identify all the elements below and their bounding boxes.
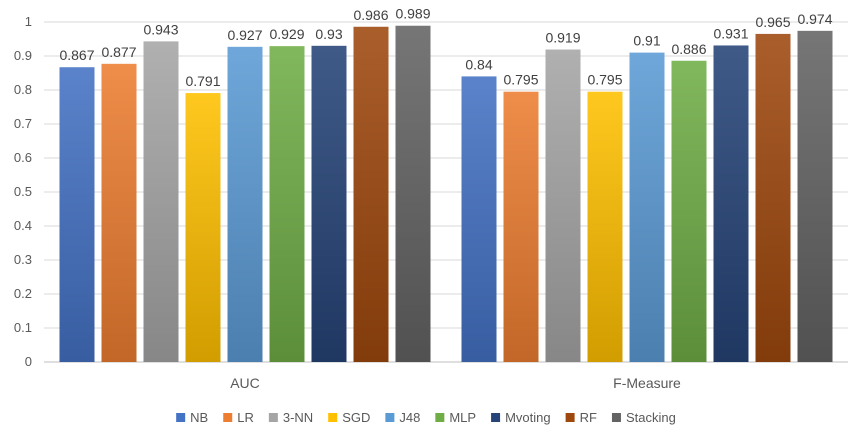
- bar-j48-auc: [227, 46, 263, 362]
- legend-swatch: [268, 413, 278, 422]
- bar-mlp-auc: [269, 46, 305, 362]
- data-label: 0.986: [353, 7, 388, 23]
- data-label: 0.943: [143, 21, 178, 37]
- legend-swatch: [565, 413, 575, 422]
- data-label: 0.927: [227, 27, 262, 43]
- bars: [59, 25, 833, 363]
- legend-swatch: [611, 413, 621, 422]
- bar-lr-auc: [101, 63, 137, 362]
- data-label: 0.91: [633, 33, 660, 49]
- y-tick-label: 0.1: [14, 320, 32, 335]
- data-label: 0.84: [465, 56, 492, 72]
- y-tick-label: 0.2: [14, 286, 32, 301]
- data-label: 0.974: [797, 11, 832, 27]
- y-tick-label: 0: [25, 354, 32, 369]
- y-tick-label: 0.5: [14, 184, 32, 199]
- bar-stacking-f-measure: [797, 30, 833, 363]
- y-tick-label: 0.7: [14, 116, 32, 131]
- bar-mlp-f-measure: [671, 60, 707, 362]
- x-axis: AUC F-Measure: [230, 375, 681, 391]
- legend-swatch: [223, 413, 233, 422]
- bar-sgd-auc: [185, 93, 221, 362]
- legend-swatch: [176, 413, 186, 422]
- bar-j48-f-measure: [629, 52, 665, 362]
- bar-nb-f-measure: [461, 76, 497, 363]
- y-tick-label: 1: [25, 14, 32, 29]
- y-tick-label: 0.9: [14, 48, 32, 63]
- bar-rf-f-measure: [755, 33, 791, 363]
- data-label: 0.877: [101, 44, 136, 60]
- data-label: 0.929: [269, 26, 304, 42]
- legend-label: 3-NN: [283, 410, 313, 425]
- y-tick-label: 0.8: [14, 82, 32, 97]
- legend-label: RF: [580, 410, 597, 425]
- legend: NB LR 3-NN SGD J48 MLP Mvoting RF Stacking: [176, 410, 676, 425]
- legend-swatch: [435, 413, 445, 422]
- y-axis: 0 0.1 0.2 0.3 0.4 0.5 0.6 0.7 0.8 0.9 1: [14, 14, 32, 369]
- y-tick-label: 0.6: [14, 150, 32, 165]
- legend-label: LR: [237, 410, 254, 425]
- data-label: 0.795: [587, 72, 622, 88]
- data-label: 0.965: [755, 14, 790, 30]
- x-category-label: F-Measure: [613, 375, 681, 391]
- y-tick-label: 0.3: [14, 252, 32, 267]
- legend-label: Stacking: [626, 410, 676, 425]
- legend-label: J48: [399, 410, 420, 425]
- bar-mvoting-f-measure: [713, 45, 749, 363]
- bar-3-nn-auc: [143, 41, 179, 362]
- legend-label: MLP: [449, 410, 476, 425]
- y-tick-label: 0.4: [14, 218, 32, 233]
- data-labels: 0.867 0.877 0.943 0.791 0.927 0.929 0.93 0.986 0…: [59, 6, 832, 89]
- legend-label: Mvoting: [505, 410, 551, 425]
- data-label: 0.931: [713, 25, 748, 41]
- x-category-label: AUC: [230, 375, 260, 391]
- data-label: 0.795: [503, 72, 538, 88]
- legend-swatch: [328, 413, 338, 422]
- bar-rf-auc: [353, 26, 389, 362]
- data-label: 0.919: [545, 30, 580, 46]
- legend-swatch: [491, 413, 501, 422]
- bar-mvoting-auc: [311, 45, 347, 363]
- data-label: 0.93: [315, 26, 342, 42]
- data-label: 0.989: [395, 6, 430, 22]
- legend-label: NB: [190, 410, 208, 425]
- bar-nb-auc: [59, 67, 95, 362]
- data-label: 0.791: [185, 73, 220, 89]
- data-label: 0.886: [671, 41, 706, 57]
- bar-sgd-f-measure: [587, 91, 623, 362]
- data-label: 0.867: [59, 47, 94, 63]
- bar-3-nn-f-measure: [545, 49, 581, 362]
- legend-swatch: [385, 413, 395, 422]
- bar-stacking-auc: [395, 25, 431, 363]
- legend-label: SGD: [342, 410, 370, 425]
- bar-lr-f-measure: [503, 91, 539, 362]
